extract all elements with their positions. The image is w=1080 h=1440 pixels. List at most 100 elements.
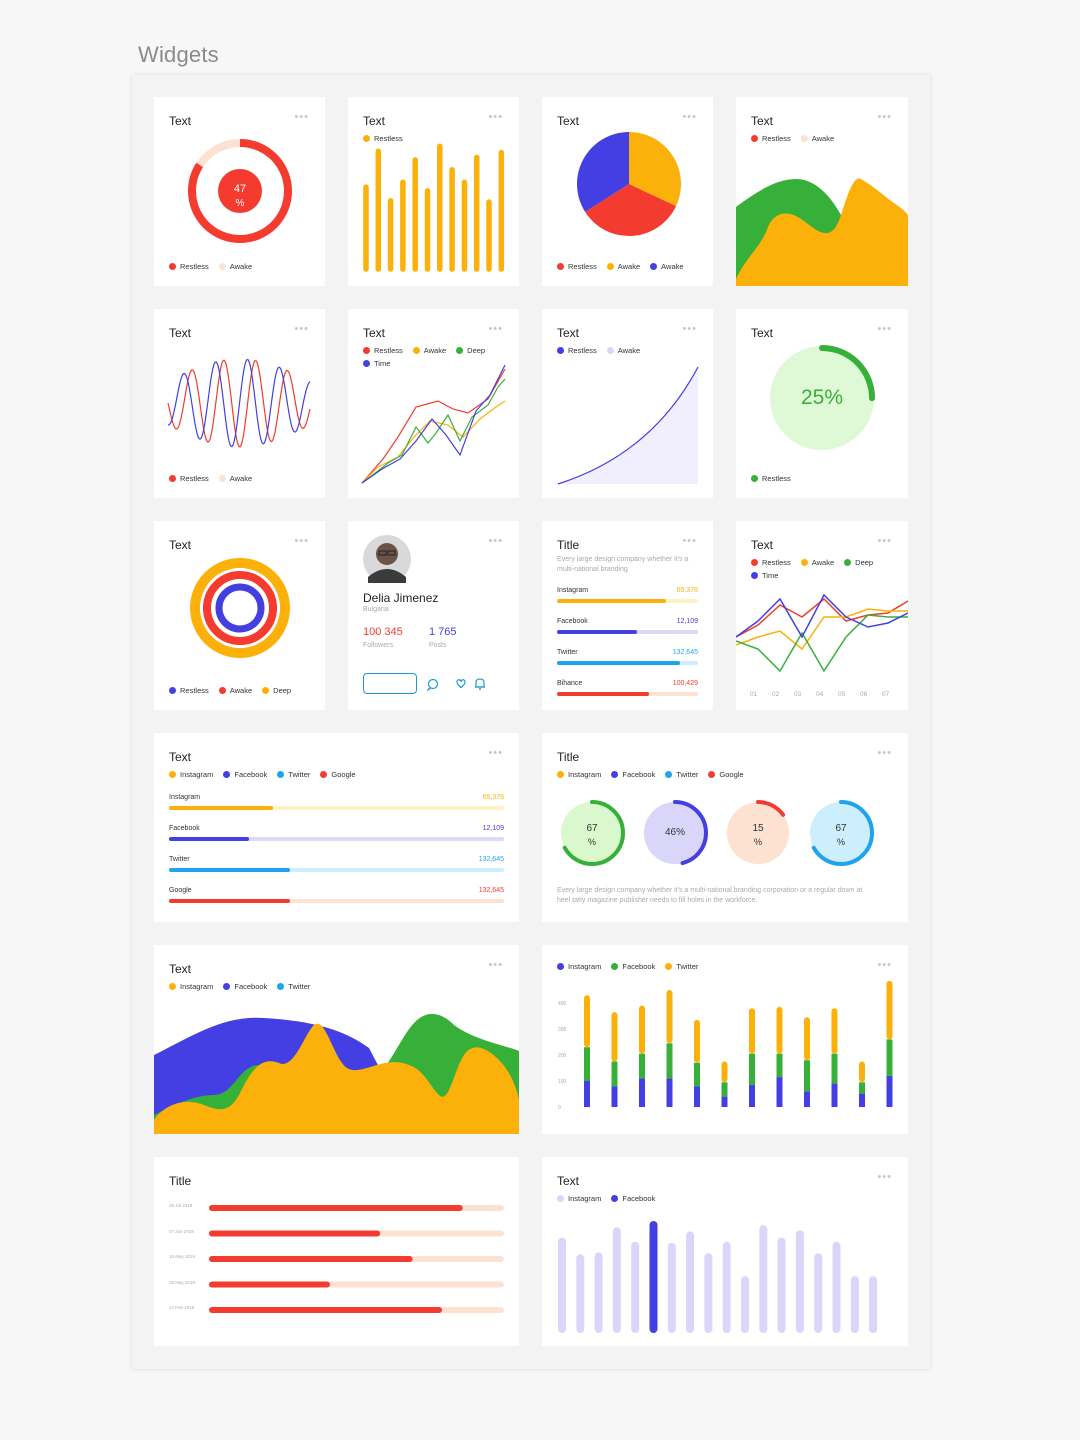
profile-card: ••• Delia Jimenez Bulgaria 100 345 Follo… (348, 521, 519, 710)
legend-label: Restless (568, 346, 597, 355)
x-tick-label: 04 (816, 691, 824, 698)
stacked-segment (749, 1053, 755, 1085)
y-tick-label: 200 (558, 1053, 567, 1059)
more-icon[interactable]: ••• (488, 747, 503, 759)
legend: Restless Awake Deep Time (363, 346, 503, 368)
more-icon[interactable]: ••• (294, 323, 309, 335)
more-icon[interactable]: ••• (877, 1171, 892, 1183)
percent-circle-bg (727, 802, 789, 864)
ring-deep (190, 558, 290, 658)
card-title: Text (363, 326, 386, 340)
legend-dot (412, 347, 420, 354)
legend-label: Restless (180, 262, 209, 271)
chat-icon[interactable] (426, 678, 439, 692)
row-value: 132,645 (478, 887, 504, 894)
legend-dot (218, 687, 226, 694)
legend-dot (169, 983, 176, 990)
legend-dot (169, 263, 176, 270)
legend-item: Google (708, 770, 744, 779)
more-icon[interactable]: ••• (294, 111, 309, 123)
more-icon[interactable]: ••• (682, 111, 697, 123)
progress-row: Twitter 132,645 (169, 856, 504, 876)
wave-chart (167, 359, 311, 448)
legend-dot (751, 475, 758, 482)
more-icon[interactable]: ••• (877, 535, 892, 547)
progress-row: Instagram 65,376 (557, 587, 698, 607)
donut-unit: % (235, 198, 245, 209)
legend: Restless Awake (169, 474, 252, 483)
legend-label: Google (719, 770, 744, 779)
legend: Restless (363, 134, 403, 143)
legend-label: Restless (374, 346, 403, 355)
legend-dot (456, 347, 464, 354)
y-tick-label: 400 (558, 1001, 567, 1007)
legend-dot (800, 559, 808, 566)
more-icon[interactable]: ••• (682, 535, 697, 547)
progress-fill (169, 837, 250, 841)
action-icons (426, 678, 485, 692)
more-icon[interactable]: ••• (488, 111, 503, 123)
legend-label: Twitter (676, 770, 699, 779)
progress-row: Facebook 12,109 (557, 618, 698, 638)
circles-card: Title ••• Instagram Facebook Twitter Google… (542, 733, 908, 922)
legend-label: Awake (229, 686, 253, 695)
progress-track (169, 837, 504, 841)
more-icon[interactable]: ••• (294, 535, 309, 547)
more-icon[interactable]: ••• (877, 747, 892, 759)
legend-label: Awake (617, 262, 641, 271)
bell-icon[interactable] (475, 678, 485, 690)
legend: Restless Awake Awake (557, 262, 684, 271)
legend-dot (708, 771, 716, 778)
legend: Restless Awake (751, 134, 834, 143)
progress-fill (169, 899, 290, 903)
legend-label: Awake (229, 474, 253, 483)
zigzag-line-chart (736, 593, 908, 673)
profile-name: Delia Jimenez (363, 591, 439, 605)
card-title: Text (751, 114, 774, 128)
more-icon[interactable]: ••• (877, 111, 892, 123)
legend-dot (169, 687, 176, 694)
area-three-card: Text ••• Instagram Facebook Twitter (154, 945, 519, 1134)
more-icon[interactable]: ••• (877, 323, 892, 335)
row-label: Bihance (557, 680, 583, 687)
row-value: 132,645 (672, 649, 698, 656)
percent-circle-bg (644, 802, 706, 864)
row-label: Twitter (169, 856, 190, 863)
legend: Instagram Facebook Twitter Google (557, 770, 744, 779)
progress-row: Instagram 65,376 (169, 794, 504, 814)
stacked-segment (776, 1006, 783, 1054)
legend-item: Restless (169, 262, 209, 271)
legend-dot (363, 135, 370, 142)
legend-label: Restless (568, 262, 597, 271)
card-title: Text (169, 114, 192, 128)
row-label: Twitter (557, 649, 578, 656)
avatar (363, 535, 411, 583)
more-icon[interactable]: ••• (488, 323, 503, 335)
more-icon[interactable]: ••• (877, 959, 892, 971)
legend-label: Instagram (180, 982, 214, 991)
legend-dot (751, 135, 758, 142)
legend-item: Restless (363, 134, 403, 143)
legend-item: Restless (557, 346, 597, 355)
heart-icon[interactable] (456, 679, 466, 689)
card-description: Every large design company whether it's … (557, 887, 863, 904)
x-tick-label: 01 (750, 691, 758, 698)
progress-row: Google 132,645 (169, 887, 504, 907)
stacked-segment (804, 1091, 810, 1107)
stacked-segment (721, 1082, 728, 1097)
legend-label: Restless (180, 474, 209, 483)
legend-item: Restless (751, 134, 791, 143)
more-icon[interactable]: ••• (488, 535, 503, 547)
more-icon[interactable]: ••• (682, 323, 697, 335)
row-value: 65,376 (482, 794, 504, 801)
pie-slice (629, 132, 681, 207)
follow-button[interactable] (363, 673, 417, 694)
more-icon[interactable]: ••• (488, 959, 503, 971)
percent-circle-unit: % (836, 837, 845, 847)
legend-label: Google (331, 770, 356, 779)
stacked-segment (721, 1061, 728, 1083)
zigzag-series-deep (736, 614, 908, 673)
legend-dot (665, 963, 673, 970)
donut-value: 47 (233, 183, 247, 195)
legend-item: Instagram (557, 1194, 601, 1203)
